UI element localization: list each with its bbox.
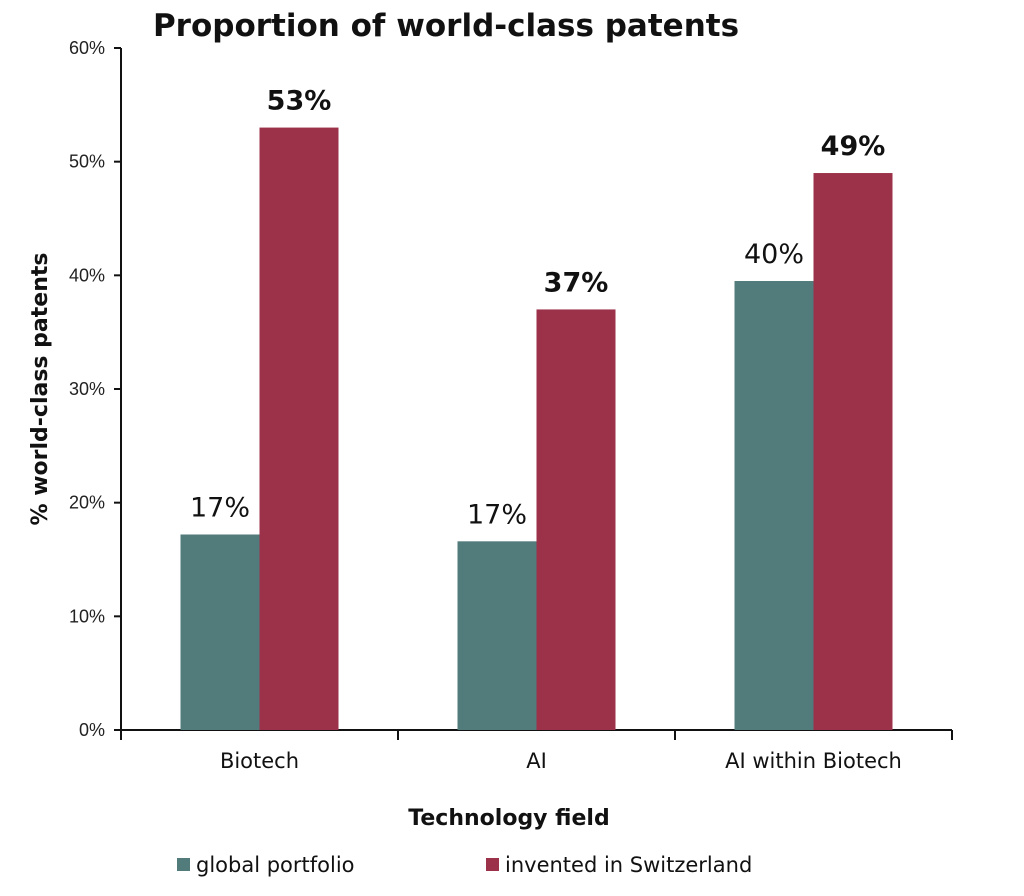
legend-label: invented in Switzerland [505,853,752,877]
x-tick-label: AI within Biotech [725,749,902,773]
legend: global portfolio invented in Switzerland [177,853,752,877]
y-tick-label: 0% [79,720,105,740]
plot-area: 0% 10% 20% 30% 40% 50% 60% 17% 53% Biotech 17% 37% A… [69,38,953,773]
data-label: 17% [190,492,250,523]
bar [457,541,537,730]
legend-swatch [486,858,499,871]
legend-swatch [177,858,190,871]
y-tick-label: 20% [69,493,105,513]
y-axis-title: % world-class patents [28,253,53,526]
y-tick-label: 60% [69,38,105,58]
y-tick-label: 50% [69,152,105,172]
data-label: 37% [544,267,609,298]
y-tick-label: 30% [69,379,105,399]
data-label: 40% [744,239,804,270]
data-label: 49% [821,131,886,162]
x-tick-label: AI [526,749,547,773]
data-label: 53% [267,86,332,117]
bar [813,173,893,731]
y-tick-label: 40% [69,265,105,285]
x-axis-title: Technology field [408,806,609,831]
x-tick-label: Biotech [220,749,299,773]
bar [734,281,814,730]
bar [180,534,260,730]
data-label: 17% [467,499,527,530]
bar [536,309,616,730]
bar [259,127,339,731]
y-tick-label: 10% [69,606,105,626]
legend-label: global portfolio [196,853,355,877]
chart-title: Proportion of world-class patents [153,8,739,44]
